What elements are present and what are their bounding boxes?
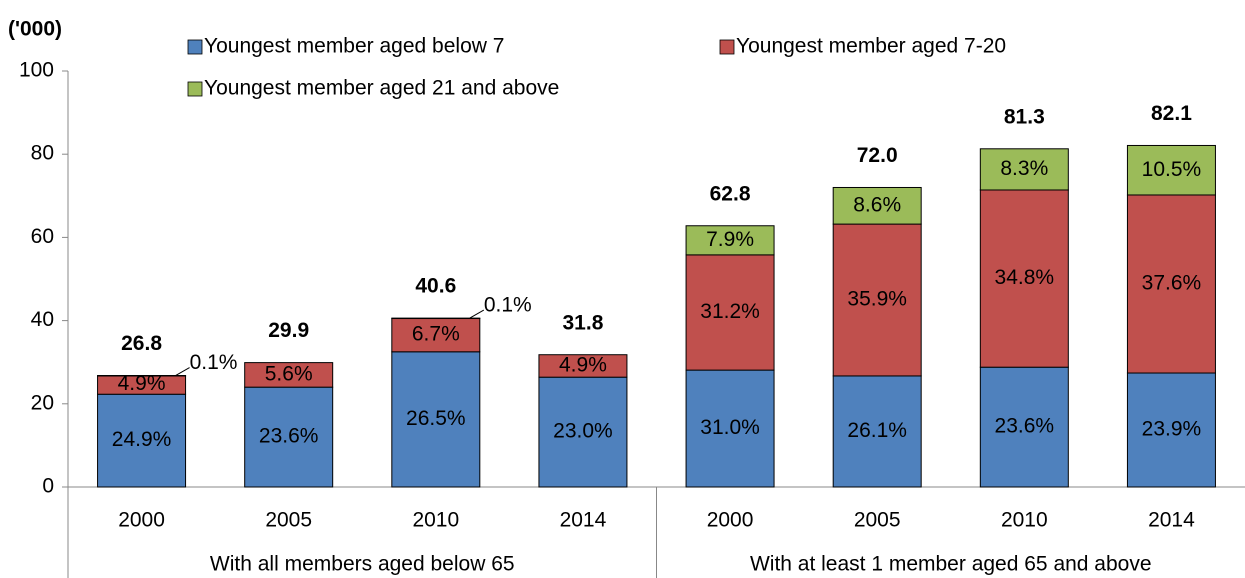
bar-segment (685, 225, 775, 256)
segment-label: 37.6% (1142, 272, 1202, 295)
total-label: 62.8 (710, 182, 751, 205)
legend-label: Youngest member aged 21 and above (204, 77, 559, 100)
legend-swatch (187, 81, 203, 97)
segment-label: 0.1% (190, 351, 238, 374)
bar-segment (538, 376, 628, 488)
y-tick-label: 20 (31, 391, 54, 414)
x-tick-label: 2010 (1001, 509, 1048, 532)
segment-label: 0.1% (484, 294, 532, 317)
bar-segment (391, 318, 481, 353)
bar-segment (979, 189, 1069, 368)
legend-label: Youngest member aged 7-20 (736, 35, 1006, 58)
bar-segment (1126, 144, 1216, 196)
group-label: With at least 1 member aged 65 and above (750, 553, 1152, 576)
segment-label: 26.5% (406, 407, 466, 430)
segment-label: 8.6% (853, 193, 901, 216)
bar-segment (832, 186, 922, 225)
segment-label: 23.6% (995, 415, 1055, 438)
bar-segment (391, 351, 481, 488)
total-label: 26.8 (121, 332, 162, 355)
segment-label: 23.9% (1142, 418, 1202, 441)
x-tick-label: 2005 (854, 509, 901, 532)
bar-segment (979, 148, 1069, 191)
x-tick-label: 2005 (265, 509, 312, 532)
legend-swatch (719, 39, 735, 55)
bar-segment (832, 223, 922, 377)
y-tick-label: 40 (31, 308, 54, 331)
total-label: 31.8 (563, 311, 604, 334)
total-label: 81.3 (1004, 105, 1045, 128)
bar-segment (685, 369, 775, 488)
x-tick-label: 2000 (118, 509, 165, 532)
segment-label: 23.0% (553, 420, 613, 443)
x-tick-label: 2010 (412, 509, 459, 532)
bar-segment (538, 354, 628, 378)
segment-label: 4.9% (118, 372, 166, 395)
x-tick-label: 2014 (560, 509, 607, 532)
y-tick-label: 100 (19, 59, 54, 82)
y-tick-label: 0 (42, 475, 54, 498)
bar-segment (832, 375, 922, 488)
total-label: 29.9 (268, 319, 309, 342)
bar-segment (1126, 194, 1216, 374)
bar-segment (979, 366, 1069, 488)
segment-label: 5.6% (265, 362, 313, 385)
total-label: 40.6 (415, 275, 456, 298)
segment-label: 6.7% (412, 323, 460, 346)
segment-label: 31.0% (700, 416, 760, 439)
legend-swatch (187, 39, 203, 55)
segment-label: 23.6% (259, 425, 319, 448)
segment-label: 35.9% (847, 288, 907, 311)
y-axis-label: ('000) (8, 18, 62, 41)
segment-label: 34.8% (995, 266, 1055, 289)
leader-line (175, 367, 190, 376)
group-label: With all members aged below 65 (210, 553, 515, 576)
segment-label: 10.5% (1142, 158, 1202, 181)
segment-label: 31.2% (700, 300, 760, 323)
y-tick-label: 80 (31, 142, 54, 165)
segment-label: 7.9% (706, 228, 754, 251)
bar-segment (1126, 372, 1216, 488)
segment-label: 24.9% (112, 428, 172, 451)
total-label: 82.1 (1151, 102, 1192, 125)
x-tick-label: 2000 (707, 509, 754, 532)
legend-label: Youngest member aged below 7 (204, 35, 504, 58)
y-tick-label: 60 (31, 225, 54, 248)
segment-label: 8.3% (1000, 157, 1048, 180)
segment-label: 4.9% (559, 353, 607, 376)
bar-segment (685, 254, 775, 371)
x-tick-label: 2014 (1148, 509, 1195, 532)
bar-segment (244, 362, 334, 388)
leader-line (469, 309, 485, 319)
total-label: 72.0 (857, 144, 898, 167)
segment-label: 26.1% (847, 419, 907, 442)
